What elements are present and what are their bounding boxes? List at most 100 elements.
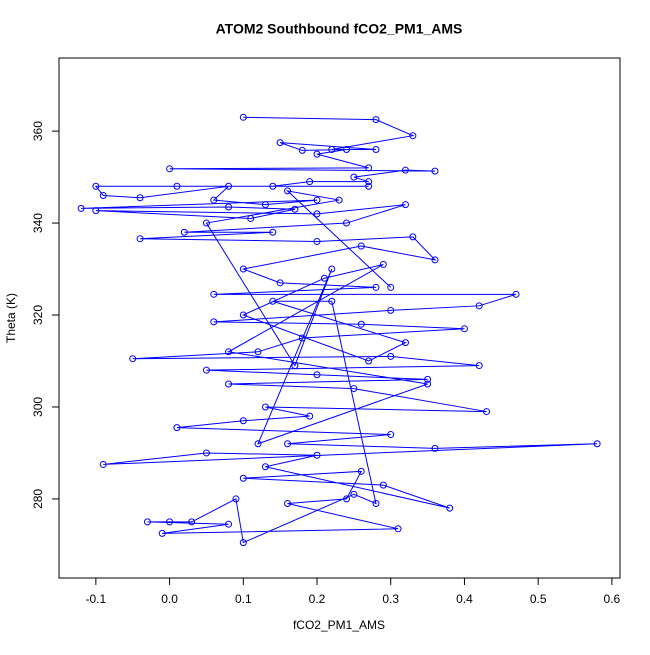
point [158, 529, 166, 537]
x-tick-label: 0.6 [604, 592, 621, 606]
y-tick-label: 300 [31, 397, 45, 417]
point [225, 203, 233, 211]
point [202, 219, 210, 227]
point [328, 297, 336, 305]
point [328, 265, 336, 273]
point [284, 440, 292, 448]
point [357, 320, 365, 328]
point [475, 362, 483, 370]
point [313, 237, 321, 245]
point [269, 182, 277, 190]
point [313, 371, 321, 379]
point [173, 424, 181, 432]
point [92, 207, 100, 215]
point [475, 302, 483, 310]
point [372, 145, 380, 153]
y-axis-label: Theta (K) [4, 293, 18, 343]
point [298, 146, 306, 154]
point [379, 260, 387, 268]
y-tick-label: 280 [31, 489, 45, 509]
point [261, 403, 269, 411]
point [350, 490, 358, 498]
point [483, 408, 491, 416]
series-line [81, 116, 598, 544]
point [99, 460, 107, 468]
point [306, 412, 314, 420]
point [365, 357, 373, 365]
point [365, 182, 373, 190]
point [313, 451, 321, 459]
point [357, 467, 365, 475]
point [431, 167, 439, 175]
point [276, 139, 284, 147]
point [424, 375, 432, 383]
point [350, 385, 358, 393]
x-tick-label: 0.0 [161, 592, 178, 606]
y-tick-label: 360 [31, 121, 45, 141]
point [129, 355, 137, 363]
point [202, 449, 210, 457]
point [239, 417, 247, 425]
point [99, 191, 107, 199]
point [202, 366, 210, 374]
point [372, 116, 380, 124]
point [431, 444, 439, 452]
point [306, 178, 314, 186]
point [210, 196, 218, 204]
point [372, 500, 380, 508]
point [387, 283, 395, 291]
point [387, 306, 395, 314]
point [136, 194, 144, 202]
point [269, 228, 277, 236]
x-tick-label: 0.1 [235, 592, 252, 606]
point [261, 463, 269, 471]
point [328, 145, 336, 153]
point [92, 182, 100, 190]
point [372, 283, 380, 291]
point [254, 348, 262, 356]
point [350, 173, 358, 181]
point [166, 518, 174, 526]
point [276, 279, 284, 287]
point [239, 474, 247, 482]
point [188, 518, 196, 526]
point [210, 290, 218, 298]
point [254, 440, 262, 448]
x-tick-label: 0.3 [382, 592, 399, 606]
point [136, 235, 144, 243]
point [143, 518, 151, 526]
x-tick-label: 0.5 [530, 592, 547, 606]
point [232, 495, 240, 503]
point [394, 525, 402, 533]
point [77, 204, 85, 212]
chart-title: ATOM2 Southbound fCO2_PM1_AMS [216, 21, 463, 37]
point [343, 219, 351, 227]
point [320, 274, 328, 282]
point [401, 201, 409, 209]
point [210, 318, 218, 326]
point [387, 431, 395, 439]
point [593, 440, 601, 448]
point [269, 297, 277, 305]
point [446, 504, 454, 512]
x-tick-label: 0.4 [456, 592, 473, 606]
point [431, 256, 439, 264]
x-axis-label: fCO2_PM1_AMS [293, 618, 385, 632]
point [261, 201, 269, 209]
point [409, 132, 417, 140]
point [291, 362, 299, 370]
point [409, 233, 417, 241]
point [173, 182, 181, 190]
x-tick-label: 0.2 [309, 592, 326, 606]
point [291, 205, 299, 213]
point [298, 334, 306, 342]
point [313, 196, 321, 204]
point [401, 339, 409, 347]
point [343, 145, 351, 153]
point [247, 214, 255, 222]
point [313, 150, 321, 158]
point [239, 311, 247, 319]
point [284, 187, 292, 195]
plot-frame [58, 57, 621, 579]
